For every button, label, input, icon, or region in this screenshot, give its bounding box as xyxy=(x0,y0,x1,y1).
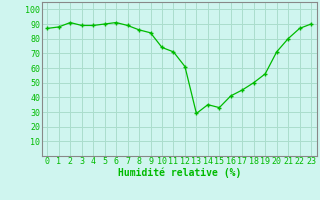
X-axis label: Humidité relative (%): Humidité relative (%) xyxy=(117,168,241,178)
